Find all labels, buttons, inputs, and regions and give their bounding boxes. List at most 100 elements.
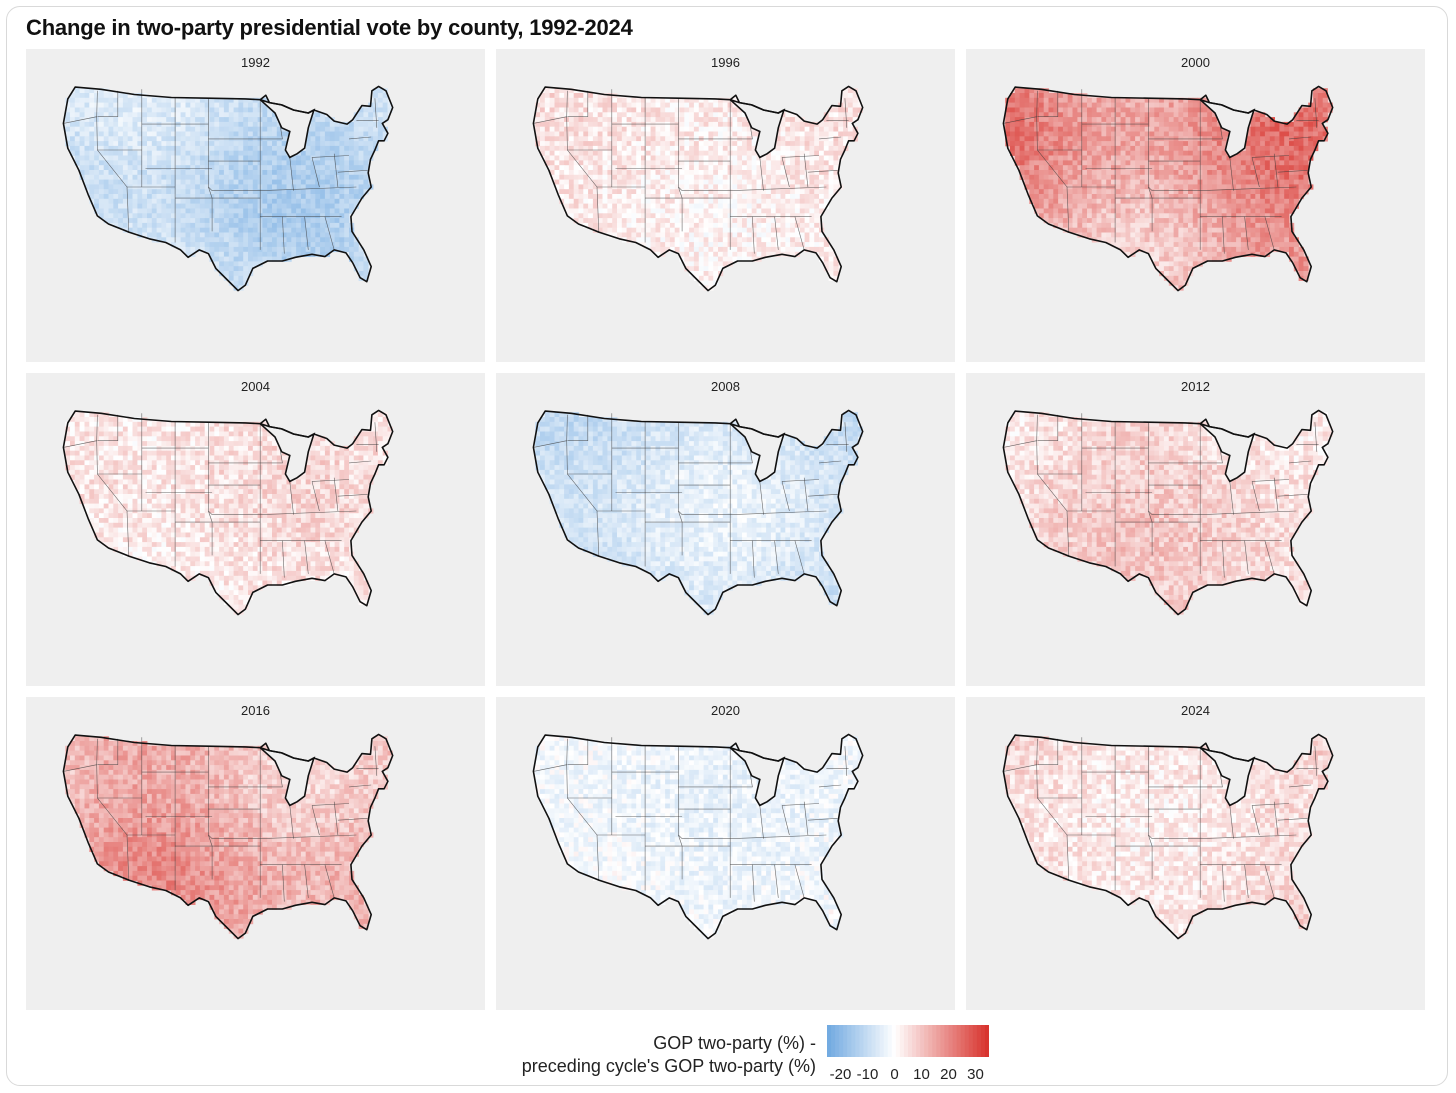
county-cell — [828, 266, 834, 272]
county-cell — [324, 237, 331, 243]
county-cell — [252, 218, 258, 224]
county-cell — [780, 121, 786, 128]
county-cell — [1173, 131, 1179, 137]
county-cell — [641, 179, 647, 185]
county-cell — [1293, 179, 1299, 185]
county-cell — [838, 112, 844, 118]
county-cell — [1240, 150, 1247, 156]
county-cell — [127, 170, 133, 176]
county-cell — [799, 227, 805, 233]
county-cell — [588, 107, 594, 113]
county-cell — [799, 165, 805, 171]
county-cell — [1250, 121, 1256, 128]
county-cell — [122, 136, 129, 142]
county-cell — [329, 208, 335, 214]
county-cell — [305, 184, 311, 190]
county-cell — [238, 145, 244, 152]
county-cell — [794, 141, 801, 147]
county-cell — [1067, 155, 1073, 161]
county-cell — [74, 102, 80, 108]
county-cell — [722, 227, 728, 233]
county-cell — [1183, 102, 1189, 108]
county-cell — [819, 126, 825, 132]
county-cell — [243, 179, 249, 185]
county-cell — [665, 145, 671, 152]
county-cell — [645, 242, 651, 248]
county-cell — [324, 126, 331, 132]
county-cell — [228, 107, 234, 113]
county-cell — [1274, 160, 1280, 166]
county-cell — [281, 165, 287, 171]
county-cell — [761, 208, 767, 214]
county-cell — [621, 165, 627, 171]
county-cell — [718, 237, 724, 243]
county-cell — [180, 136, 186, 142]
county-cell — [377, 117, 384, 123]
county-cell — [626, 189, 632, 195]
county-cell — [209, 145, 215, 152]
county-cell — [142, 121, 148, 128]
county-cell — [1139, 136, 1146, 142]
county-cell — [1125, 179, 1131, 185]
county-cell — [1264, 145, 1271, 152]
county-cell — [689, 131, 695, 137]
county-cell — [843, 126, 849, 132]
county-cell — [1192, 121, 1198, 128]
county-cell — [89, 88, 95, 94]
county-cell — [137, 170, 143, 176]
county-cell — [118, 131, 124, 137]
county-cell — [219, 213, 225, 219]
county-cell — [190, 218, 196, 224]
county-cell — [1067, 141, 1073, 147]
county-cell — [597, 97, 603, 103]
county-cell — [272, 256, 278, 262]
county-cell — [219, 117, 225, 123]
county-cell — [1014, 145, 1020, 152]
county-cell — [209, 165, 215, 171]
county-cell — [1087, 107, 1093, 113]
county-cell — [132, 218, 138, 224]
county-cell — [305, 179, 311, 185]
county-cell — [756, 155, 762, 161]
county-cell — [233, 145, 239, 152]
county-cell — [828, 261, 834, 267]
county-cell — [1269, 179, 1275, 185]
county-cell — [1034, 145, 1040, 152]
county-cell — [732, 232, 738, 238]
county-cell — [324, 246, 331, 253]
county-cell — [1096, 155, 1102, 161]
county-cell — [665, 232, 671, 238]
county-cell — [693, 266, 700, 272]
county-cell — [693, 218, 700, 224]
county-cell — [568, 165, 575, 171]
county-cell — [1101, 170, 1107, 176]
county-cell — [1130, 174, 1136, 180]
county-cell — [746, 194, 752, 200]
county-cell — [1255, 145, 1261, 152]
county-cell — [315, 160, 321, 166]
county-cell — [89, 117, 95, 123]
county-cell — [195, 126, 201, 132]
county-cell — [339, 246, 345, 253]
county-cell — [291, 222, 297, 229]
county-cell — [1106, 102, 1112, 108]
county-cell — [1260, 136, 1266, 142]
county-cell — [742, 174, 748, 180]
county-cell — [1091, 102, 1097, 108]
county-cell — [621, 155, 627, 161]
county-cell — [156, 179, 162, 185]
county-cell — [641, 131, 647, 137]
county-cell — [742, 126, 748, 132]
county-cell — [722, 126, 728, 132]
county-cell — [1111, 136, 1117, 142]
county-cell — [310, 136, 316, 142]
county-cell — [108, 174, 114, 180]
county-cell — [607, 131, 613, 137]
county-cell — [722, 184, 728, 190]
county-cell — [617, 208, 623, 214]
county-cell — [233, 170, 239, 176]
county-cell — [583, 170, 589, 176]
county-cell — [122, 198, 129, 204]
county-cell — [823, 237, 829, 243]
county-cell — [142, 160, 148, 166]
